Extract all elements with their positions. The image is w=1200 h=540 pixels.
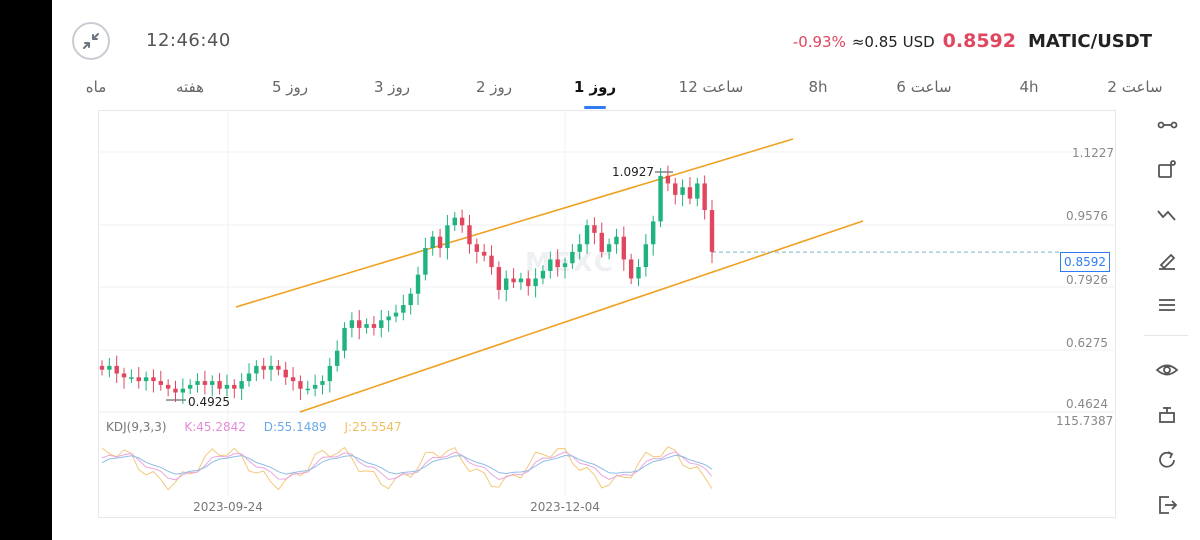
exchange-watermark: MEXC <box>525 248 615 278</box>
toolbar-divider <box>1144 335 1188 336</box>
date-label: 2023-09-24 <box>193 500 263 514</box>
kdj-d: D:55.1489 <box>263 420 327 434</box>
settings-tool-button[interactable] <box>1152 290 1182 320</box>
sliders-icon <box>1159 299 1175 311</box>
clock-time: 12:46:40 <box>146 30 231 51</box>
pattern-tool-button[interactable] <box>1152 200 1182 230</box>
polygon-icon <box>1158 160 1176 178</box>
left-black-bar <box>0 0 52 540</box>
kdj-legend: KDJ(9,3,3) K:45.2842 D:55.1489 J:25.5547 <box>106 420 416 434</box>
tab-month[interactable]: ماه <box>85 78 107 96</box>
trading-pair[interactable]: MATIC/USDT <box>1027 31 1152 52</box>
visibility-button[interactable] <box>1152 355 1182 385</box>
collapse-arrows-icon <box>83 33 99 49</box>
price-axis-tick: 0.9576 <box>1066 209 1108 223</box>
usd-value: ≈0.85 USD <box>851 33 935 51</box>
date-label: 2023-12-04 <box>530 500 600 514</box>
exit-button[interactable] <box>1152 490 1182 520</box>
price-axis-tick: 1.1227 <box>1072 146 1114 160</box>
last-price: 0.8592 <box>942 30 1016 52</box>
tab-2h[interactable]: 2 ساعت <box>1107 78 1163 96</box>
tab-1d[interactable]: 1 روز <box>573 78 617 96</box>
kdj-title: KDJ(9,3,3) <box>106 420 167 434</box>
price-axis-tick: 0.4624 <box>1066 397 1108 411</box>
line-segment-icon <box>1157 121 1178 129</box>
tab-8h[interactable]: 8h <box>808 78 828 96</box>
kdj-k: K:45.2842 <box>184 420 246 434</box>
clamp-icon <box>1159 407 1175 423</box>
tab-12h[interactable]: 12 ساعت <box>678 78 744 96</box>
collapse-button[interactable] <box>72 22 110 60</box>
shape-tool-button[interactable] <box>1152 155 1182 185</box>
price-axis-tick: 0.7926 <box>1066 273 1108 287</box>
exit-icon <box>1159 496 1178 514</box>
eye-icon <box>1155 364 1179 376</box>
lock-button[interactable] <box>1152 400 1182 430</box>
chart-frame[interactable] <box>98 110 1116 518</box>
ticker-header: -0.93% ≈0.85 USD 0.8592 MATIC/USDT <box>793 30 1152 52</box>
tab-2d[interactable]: 2 روز <box>475 78 513 96</box>
price-change: -0.93% <box>792 33 846 51</box>
tab-week[interactable]: هفته <box>175 78 205 96</box>
low-price-label: 0.4925 <box>188 395 230 409</box>
kdj-axis-top: 115.7387 <box>1056 414 1114 428</box>
tab-5d[interactable]: 5 روز <box>271 78 309 96</box>
refresh-icon <box>1159 451 1175 468</box>
brush-tool-button[interactable] <box>1152 245 1182 275</box>
timeframe-tabs: ماه هفته 5 روز 3 روز 2 روز 1 روز 12 ساعت… <box>52 76 1200 106</box>
tab-3d[interactable]: 3 روز <box>373 78 411 96</box>
line-tool-button[interactable] <box>1152 110 1182 140</box>
pen-icon <box>1159 253 1176 270</box>
refresh-button[interactable] <box>1152 445 1182 475</box>
tab-4h[interactable]: 4h <box>1019 78 1039 96</box>
active-tab-indicator <box>584 106 606 109</box>
wave-pattern-icon <box>1157 210 1176 221</box>
drawing-toolbar <box>1130 110 1200 530</box>
current-price-tag: 0.8592 <box>1060 252 1110 272</box>
price-axis-tick: 0.6275 <box>1066 336 1108 350</box>
high-price-label: 1.0927 <box>612 165 654 179</box>
kdj-j: J:25.5547 <box>344 420 402 434</box>
tab-6h[interactable]: 6 ساعت <box>896 78 952 96</box>
